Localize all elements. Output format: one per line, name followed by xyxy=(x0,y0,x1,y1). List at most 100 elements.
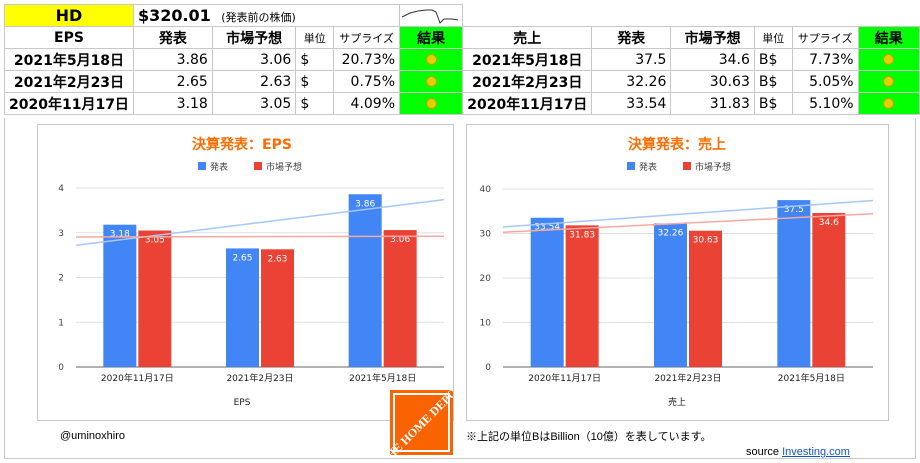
sales-forecast: 31.83 xyxy=(670,92,755,115)
y-tick-label: 2 xyxy=(58,274,64,284)
x-tick-label: 2020年11月17日 xyxy=(101,372,174,384)
smiley-icon xyxy=(425,76,437,87)
x-tick-label: 2021年2月23日 xyxy=(654,372,721,384)
source-credit: source Investing.com xyxy=(746,446,850,458)
home-depot-logo: THE HOME DEPOT xyxy=(390,390,453,455)
sales-surprise-header: サプライズ xyxy=(791,26,859,49)
sales-forecast-header: 市場予想 xyxy=(670,26,755,49)
source-link[interactable]: Investing.com xyxy=(782,446,850,458)
data-label: 31.83 xyxy=(569,230,595,240)
bar-forecast xyxy=(812,213,846,367)
eps-unit: $ xyxy=(295,70,335,93)
eps-surprise: 0.75% xyxy=(333,70,401,93)
trendline xyxy=(502,213,874,234)
eps-actual: 3.86 xyxy=(132,48,213,71)
smiley-icon xyxy=(883,54,895,65)
sales-date: 2021年2月23日 xyxy=(462,70,593,93)
sales-forecast: 34.6 xyxy=(670,48,755,71)
y-tick-label: 20 xyxy=(480,274,492,284)
sparkline-cell xyxy=(399,4,464,27)
price-cell: $320.01 (発表前の株価) xyxy=(132,4,400,27)
y-tick-label: 0 xyxy=(485,363,491,373)
legend-swatch xyxy=(683,162,691,170)
y-tick-label: 0 xyxy=(58,363,64,373)
sales-actual: 32.26 xyxy=(591,70,672,93)
bar-forecast xyxy=(565,225,599,367)
source-label: source xyxy=(746,446,780,458)
data-label: 3.86 xyxy=(355,199,375,209)
logo-text: THE HOME DEPOT xyxy=(390,390,453,455)
eps-actual: 2.65 xyxy=(132,70,213,93)
sales-surprise: 5.10% xyxy=(791,92,859,115)
trendline xyxy=(502,199,874,228)
eps-result-header: 結果 xyxy=(399,26,464,49)
eps-chart-panel: 決算発表：EPS 発表 市場予想 0 1 2 3 4 3.18 3.05 2020年11月17日 2.… xyxy=(37,124,454,421)
data-label: 37.5 xyxy=(784,205,804,215)
y-tick-label: 10 xyxy=(480,319,492,329)
y-tick-label: 3 xyxy=(58,229,64,239)
legend-swatch xyxy=(627,162,635,170)
bar-actual xyxy=(103,224,137,367)
eps-result xyxy=(399,48,464,71)
legend-label: 発表 xyxy=(210,161,228,173)
legend-label: 市場予想 xyxy=(695,161,731,173)
legend-label: 市場予想 xyxy=(266,161,302,173)
bar-forecast xyxy=(383,230,417,367)
price-note: (発表前の株価) xyxy=(221,11,296,24)
empty-cell xyxy=(462,4,920,27)
trendline xyxy=(75,235,445,238)
chart-title: 決算発表：EPS xyxy=(192,136,292,153)
eps-forecast: 3.05 xyxy=(211,92,297,115)
table-row: 2020年11月17日 3.18 3.05 $ 4.09% 2020年11月17… xyxy=(4,92,920,115)
bar-actual xyxy=(226,248,259,367)
sales-unit: B$ xyxy=(753,48,793,71)
sales-date: 2020年11月17日 xyxy=(462,92,593,115)
eps-surprise: 20.73% xyxy=(333,48,401,71)
y-tick-label: 4 xyxy=(58,184,64,194)
x-axis-label: 売上 xyxy=(668,396,686,408)
charts-area xyxy=(4,118,916,459)
sales-header: 売上 xyxy=(462,26,593,49)
data-label: 3.18 xyxy=(110,230,130,240)
data-label: 2.65 xyxy=(232,253,252,263)
header-row: EPS 発表 市場予想 単位 サプライズ 結果 売上 発表 市場予想 単位 サプ… xyxy=(4,26,920,49)
smiley-icon xyxy=(883,76,895,87)
sales-date: 2021年5月18日 xyxy=(462,48,593,71)
sales-surprise: 7.73% xyxy=(791,48,859,71)
sales-chart-panel: 決算発表：売上 発表 市場予想 0 10 20 30 40 33.54 31.83 2020年11月… xyxy=(466,124,889,421)
earnings-table: HD $320.01 (発表前の株価) EPS 発表 市場予想 単位 サプライズ… xyxy=(4,4,920,115)
price-sparkline xyxy=(401,9,459,24)
eps-surprise-header: サプライズ xyxy=(333,26,401,49)
data-label: 30.63 xyxy=(693,236,719,246)
eps-result xyxy=(399,70,464,93)
trendline xyxy=(75,198,445,247)
sales-unit: B$ xyxy=(753,92,793,115)
eps-actual: 3.18 xyxy=(132,92,213,115)
x-tick-label: 2021年5月18日 xyxy=(349,372,416,384)
sales-actual: 37.5 xyxy=(591,48,672,71)
x-tick-label: 2020年11月17日 xyxy=(528,372,601,384)
sales-result-header: 結果 xyxy=(857,26,920,49)
ticker-row: HD $320.01 (発表前の株価) xyxy=(4,4,920,27)
data-label: 2.63 xyxy=(267,254,287,264)
eps-forecast: 2.63 xyxy=(211,70,297,93)
smiley-icon xyxy=(883,98,895,109)
x-tick-label: 2021年2月23日 xyxy=(226,372,293,384)
sales-result xyxy=(857,92,920,115)
sales-unit: B$ xyxy=(753,70,793,93)
eps-chart: 決算発表：EPS 発表 市場予想 0 1 2 3 4 3.18 3.05 2020年11月17日 2.… xyxy=(58,136,445,408)
data-label: 33.54 xyxy=(534,223,560,233)
sales-actual: 33.54 xyxy=(591,92,672,115)
sales-result xyxy=(857,70,920,93)
eps-unit-header: 単位 xyxy=(295,26,335,49)
eps-surprise: 4.09% xyxy=(333,92,401,115)
eps-forecast-header: 市場予想 xyxy=(211,26,297,49)
eps-unit: $ xyxy=(295,48,335,71)
y-tick-label: 30 xyxy=(480,230,492,240)
table-row: 2021年2月23日 2.65 2.63 $ 0.75% 2021年2月23日 … xyxy=(4,70,920,93)
eps-forecast: 3.06 xyxy=(211,48,297,71)
data-label: 3.06 xyxy=(390,235,410,245)
eps-header: EPS xyxy=(4,26,134,49)
ticker-symbol: HD xyxy=(55,6,83,25)
